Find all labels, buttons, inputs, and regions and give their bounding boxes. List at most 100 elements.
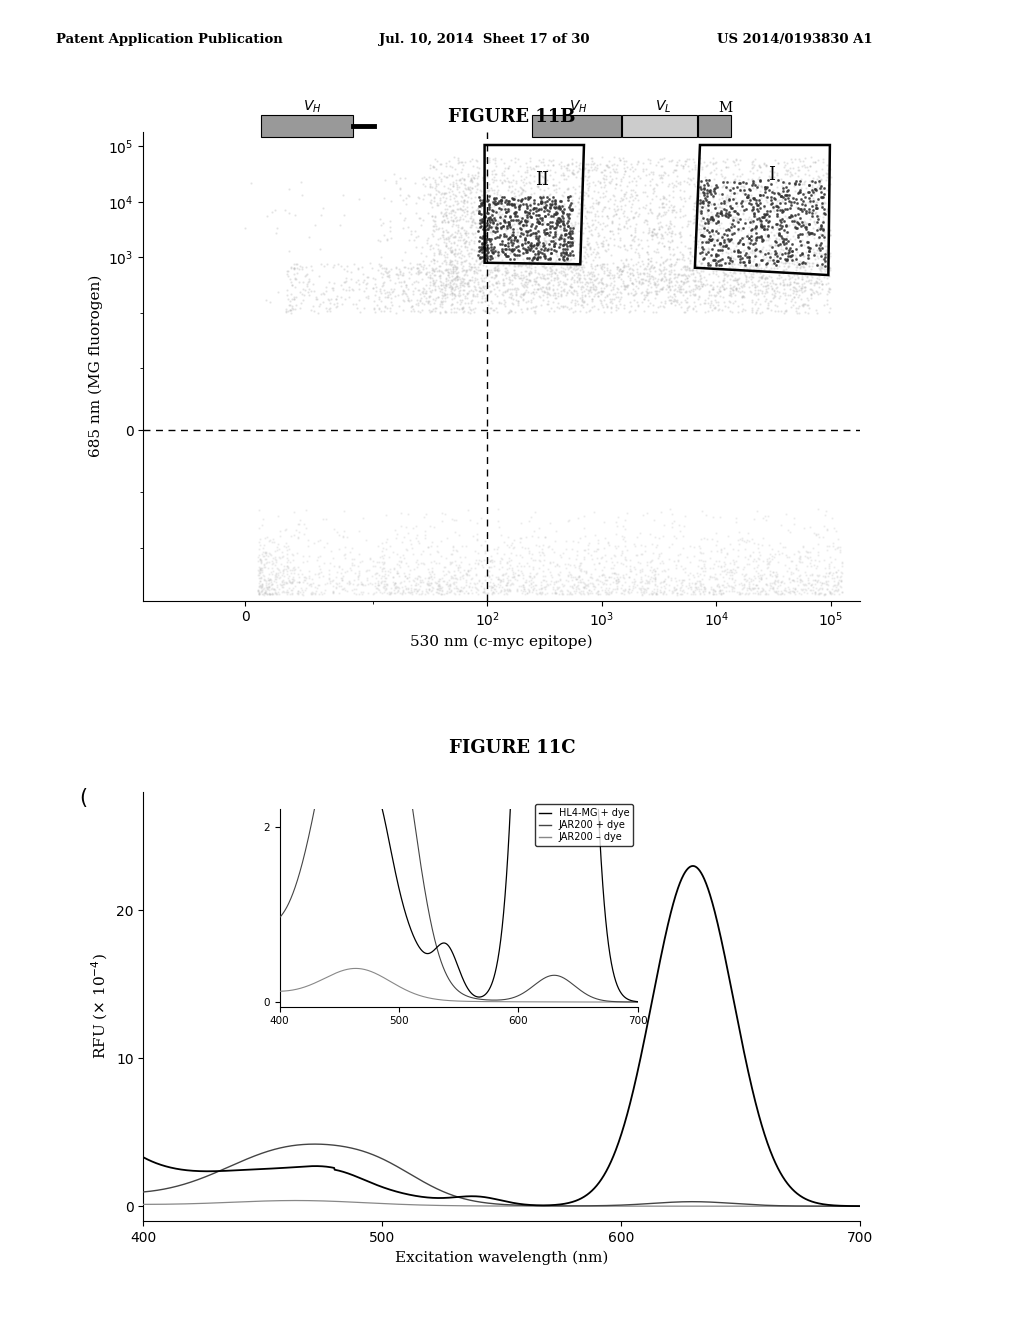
Point [561,209,578,230]
Point [450,276,466,297]
Point [532,199,549,220]
Point [571,203,588,224]
Point [814,197,830,218]
Point [550,198,566,219]
Point [449,252,465,273]
Point [516,577,532,598]
Point [484,242,501,263]
Point [828,520,845,541]
Point [696,292,713,313]
Point [438,243,455,264]
Point [660,574,677,595]
Point [291,566,307,587]
Point [285,583,301,605]
Point [577,206,593,227]
Point [545,275,561,296]
Point [821,219,838,240]
Point [629,154,645,176]
Point [653,156,670,177]
Point [261,531,278,552]
Point [496,189,512,210]
Point [404,296,421,317]
Point [446,255,463,276]
Point [468,199,484,220]
Point [283,257,299,279]
Point [524,252,541,273]
Point [497,170,513,191]
Point [723,194,739,215]
Point [383,583,399,605]
Point [814,238,830,259]
Point [718,194,734,215]
Point [572,218,589,239]
Point [721,256,737,277]
Point [809,554,825,576]
Point [497,260,513,281]
Point [709,576,725,597]
Point [738,172,755,193]
Point [541,282,557,304]
Point [392,185,409,206]
Point [720,576,736,597]
Point [378,261,394,282]
Point [807,272,823,293]
Point [612,577,629,598]
Point [478,244,495,265]
Point [550,570,566,591]
Point [590,583,606,605]
Point [490,261,507,282]
Point [314,198,331,219]
Point [702,162,719,183]
Point [787,557,804,578]
Point [751,267,767,288]
Point [517,275,534,296]
Point [730,211,746,232]
Point [418,275,434,296]
Point [456,168,472,189]
Point [261,552,278,573]
Point [408,516,424,537]
Point [646,510,663,531]
Point [498,201,514,222]
Point [439,574,456,595]
Point [738,189,755,210]
Point [521,224,538,246]
Point [437,228,454,249]
Point [519,206,536,227]
Point [365,583,381,605]
Point [643,226,659,247]
Point [819,574,836,595]
Point [792,198,808,219]
Point [487,579,504,601]
Point [415,256,431,277]
Point [541,214,557,235]
Point [628,271,644,292]
Point [520,263,537,284]
Point [600,264,616,285]
Point [753,568,769,589]
Point [763,267,779,288]
Point [781,579,798,601]
Point [807,248,823,269]
Point [372,279,388,300]
Point [797,562,813,583]
Point [586,265,602,286]
Point [639,284,655,305]
Point [810,533,826,554]
Point [790,286,806,308]
Point [577,236,593,257]
Point [298,499,314,520]
Point [451,554,467,576]
Point [271,561,288,582]
Point [752,198,768,219]
Point [541,201,557,222]
Point [804,252,820,273]
Point [279,572,295,593]
Point [477,290,494,312]
Point [713,280,729,301]
Point [404,298,421,319]
Point [252,568,268,589]
Point [670,549,686,570]
Point [373,255,389,276]
Point [575,577,592,598]
